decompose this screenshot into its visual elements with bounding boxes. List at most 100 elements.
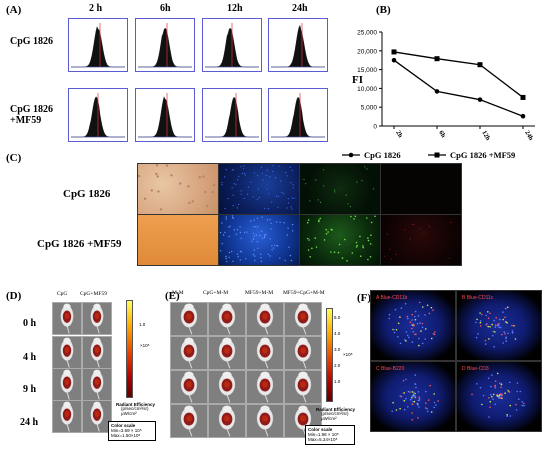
flow-histogram xyxy=(135,88,195,142)
tile-label: B Blue-CD11c xyxy=(462,295,494,301)
panel-e-efficiency-unit: (p/sec/cm²/sr) μW/cm² xyxy=(321,411,349,421)
microscopy-green-cpg xyxy=(299,163,381,215)
microscopy-blue-cpg-mf59 xyxy=(218,214,300,266)
legend-label: CpG 1826 xyxy=(364,150,401,160)
mouse-image xyxy=(208,302,246,336)
flow-histogram xyxy=(268,88,328,142)
panel-a-row-cpg: CpG 1826 xyxy=(10,36,54,47)
panel-d-efficiency-unit: (p/sec/cm²/sr) μW/cm² xyxy=(121,406,149,416)
immunofluorescence-tile: C Blue-B220 xyxy=(370,361,456,432)
mouse-image xyxy=(284,336,322,370)
panel-c-row-cpg: CpG 1826 xyxy=(63,188,111,200)
panel-e-cbar-tick-2: 2.0 xyxy=(334,363,341,368)
mouse-image xyxy=(82,336,112,369)
mouse-image xyxy=(82,368,112,401)
panel-a-label: (A) xyxy=(6,4,22,16)
panel-e-label: (E) xyxy=(165,290,180,302)
panel-d-col-cpg: CpG xyxy=(57,291,68,297)
panel-e-colorbar xyxy=(326,308,333,402)
y-tick-label: 0 xyxy=(373,124,377,131)
panel-f-label: (F) xyxy=(357,292,372,304)
mouse-image xyxy=(170,404,208,438)
data-point xyxy=(391,57,397,63)
panel-d-time-0h: 0 h xyxy=(23,318,37,329)
flow-histogram xyxy=(202,18,262,72)
y-tick-label: 15,000 xyxy=(357,67,377,74)
microscopy-green-cpg-mf59 xyxy=(299,214,381,266)
panel-d-scale-title: Color scale xyxy=(111,423,136,428)
x-tick-label: 24h xyxy=(523,130,534,143)
panel-e-col-mf59-cpg-mm: MF59+CpG+M-M xyxy=(283,290,325,296)
panel-d-colorbar xyxy=(126,300,133,398)
mouse-image xyxy=(246,370,284,404)
x-tick-label: 2h xyxy=(394,130,404,140)
flow-histogram xyxy=(135,18,195,72)
panel-e-cbar-tick-1: 1.0 xyxy=(334,379,341,384)
panel-a-time-2h: 2 h xyxy=(89,3,103,14)
immunofluorescence-tile: A Blue-CD11b xyxy=(370,290,456,361)
mouse-image xyxy=(284,302,322,336)
microscopy-red-cpg-mf59 xyxy=(380,214,462,266)
mouse-image xyxy=(170,302,208,336)
flow-histogram xyxy=(68,18,128,72)
panel-a-row-cpg-mf59: CpG 1826 +MF59 xyxy=(10,104,54,126)
panel-c-row-cpg-mf59: CpG 1826 +MF59 xyxy=(37,238,122,250)
immunofluorescence-tile: B Blue-CD11c xyxy=(456,290,542,361)
legend-marker xyxy=(348,152,354,158)
panel-d-cbar-unit: ×10⁶ xyxy=(140,343,150,348)
mouse-image xyxy=(246,404,284,438)
series-line xyxy=(393,51,524,98)
panel-a-time-24h: 24h xyxy=(292,3,308,14)
panel-d-color-scale-box: Color scale Min=3.69 × 10⁵ Max=1.50×10⁶ xyxy=(108,421,156,441)
y-tick-label: 5,000 xyxy=(361,105,378,112)
legend-marker xyxy=(434,152,440,158)
mouse-image xyxy=(52,400,82,433)
panel-c-label: (C) xyxy=(6,152,22,164)
data-point xyxy=(434,56,440,62)
panel-d-time-4h: 4 h xyxy=(23,352,37,363)
panel-d-scale-max: Max=1.50×10⁶ xyxy=(111,433,141,439)
flow-histogram xyxy=(202,88,262,142)
panel-e-cbar-tick-3: 3.0 xyxy=(334,347,341,352)
panel-e-col-mf59-mm: MF59+M-M xyxy=(245,290,274,296)
panel-d-scale-min: Min=3.69 × 10⁵ xyxy=(111,428,142,434)
panel-d-efficiency-title: Radiant Efficiency xyxy=(116,402,156,407)
data-point xyxy=(520,113,526,119)
mouse-image xyxy=(246,336,284,370)
y-axis-label: FI xyxy=(352,74,363,86)
tile-label: C Blue-B220 xyxy=(376,366,405,372)
mouse-image xyxy=(208,370,246,404)
panel-d-time-24h: 24 h xyxy=(20,417,39,428)
legend-label: CpG 1826 +MF59 xyxy=(450,150,515,160)
flow-histogram xyxy=(68,88,128,142)
y-tick-label: 10,000 xyxy=(357,86,377,93)
panel-a-time-12h: 12h xyxy=(227,3,243,14)
y-tick-label: 25,000 xyxy=(357,30,377,37)
mouse-image xyxy=(52,302,82,335)
x-tick-label: 12h xyxy=(480,130,491,143)
panel-e-scale-min: Min=1.98 × 10⁸ xyxy=(308,432,339,438)
panel-e-efficiency-title: Radiant Efficiency xyxy=(316,407,356,412)
panel-e-cbar-tick-5: 5.0 xyxy=(334,315,341,320)
panel-e-cbar-tick-4: 4.0 xyxy=(334,331,341,336)
mouse-image xyxy=(208,336,246,370)
panel-e-cbar-unit: ×10⁸ xyxy=(343,352,353,357)
panel-e-col-mm: M-M xyxy=(172,290,184,296)
data-point xyxy=(391,49,397,55)
panel-e-col-cpg-mm: CpG+M-M xyxy=(203,290,229,296)
data-point xyxy=(477,97,483,102)
flow-histogram xyxy=(268,18,328,72)
y-tick-label: 20,000 xyxy=(357,48,377,55)
mouse-image xyxy=(82,400,112,433)
tile-label: D Blue-CD3 xyxy=(462,366,489,372)
mouse-image xyxy=(82,302,112,335)
panel-a-time-6h: 6h xyxy=(160,3,171,14)
panel-b-label: (B) xyxy=(376,4,391,16)
immunofluorescence-tile: D Blue-CD3 xyxy=(456,361,542,432)
mouse-image xyxy=(170,336,208,370)
mouse-image xyxy=(246,302,284,336)
panel-e-scale-max: Max=5.24×10⁸ xyxy=(308,437,338,443)
mouse-image xyxy=(170,370,208,404)
mouse-image xyxy=(284,370,322,404)
mouse-image xyxy=(52,336,82,369)
